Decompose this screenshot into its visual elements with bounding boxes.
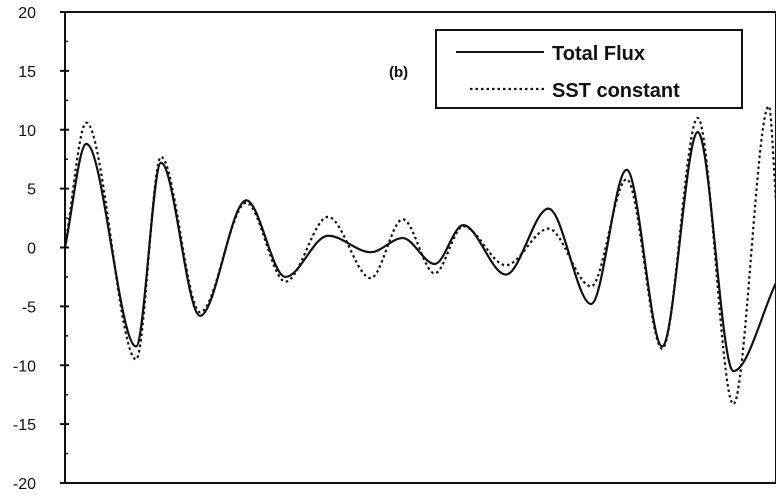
y-tick-label: 5 [27,182,36,199]
y-tick-label: 20 [18,5,36,22]
legend-box [435,29,743,109]
y-axis: -20 -15 -10 -5 0 5 10 15 20 [13,5,69,493]
y-tick-label: -10 [13,358,36,375]
panel-label: (b) [389,64,408,81]
y-tick-label: -15 [13,417,36,434]
y-tick-label: -5 [22,299,36,316]
y-tick-label: -20 [13,476,36,493]
series-layer [63,105,776,406]
legend-label-total-flux: Total Flux [552,43,645,65]
legend: Total Flux SST constant [435,29,743,109]
y-tick-label: 10 [18,123,36,140]
series-line-total-flux [63,131,776,373]
y-tick-label: 0 [27,241,36,258]
legend-label-sst-constant: SST constant [552,80,680,102]
series-line-sst-constant [63,105,776,406]
y-tick-label: 15 [18,64,36,81]
